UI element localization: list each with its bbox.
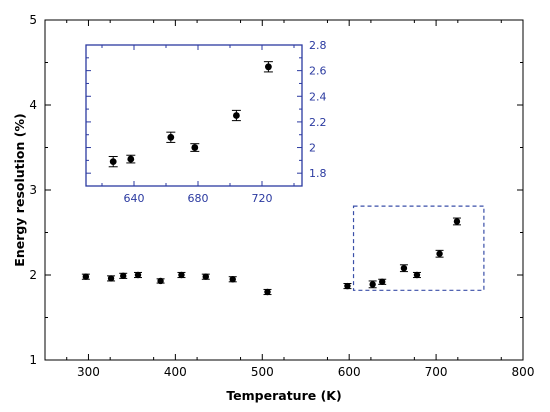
x-tick-label: 300: [77, 365, 100, 379]
data-point: [191, 144, 199, 151]
x-tick-label: 800: [512, 365, 535, 379]
x-axis-title: Temperature (K): [226, 388, 341, 403]
data-point: [413, 271, 421, 279]
y-tick-label: 3: [29, 183, 37, 197]
highlight-rectangle: [352, 205, 485, 291]
x-tick-label: 400: [164, 365, 187, 379]
data-point: [109, 158, 117, 166]
x-tick-label: 600: [338, 365, 361, 379]
data-point: [120, 272, 127, 280]
data-point: [134, 271, 142, 279]
data-point: [233, 112, 240, 119]
data-point: [265, 63, 272, 71]
inset-plot: 640 680 720 1.8 2 2.2 2.4 2.6 2.8: [85, 39, 327, 205]
data-point: [107, 275, 115, 282]
data-point: [436, 250, 443, 257]
data-point: [400, 265, 408, 272]
inset-y-tick-label: 2.2: [309, 116, 327, 129]
data-point: [178, 271, 185, 279]
inset-x-tick-label: 720: [252, 192, 273, 205]
data-point: [453, 218, 461, 225]
data-point: [379, 278, 386, 285]
data-point: [82, 273, 90, 280]
inset-y-tick-label: 2: [309, 142, 316, 155]
x-tick-label: 500: [251, 365, 274, 379]
highlight-box: [352, 205, 485, 291]
y-tick-label: 5: [29, 13, 37, 27]
inset-y-tick-label: 2.8: [309, 39, 327, 52]
main-plot: 300 400 500 600 700 800 1 2 3 4 5 Temperature (K) En…: [12, 13, 534, 403]
y-tick-label: 1: [29, 353, 37, 367]
data-point: [344, 282, 351, 290]
data-point: [127, 155, 135, 163]
inset-y-tick-label: 1.8: [309, 167, 327, 180]
inset-x-tick-label: 640: [124, 192, 145, 205]
y-tick-label: 4: [29, 98, 37, 112]
data-point: [167, 133, 175, 141]
y-tick-label: 2: [29, 268, 37, 282]
inset-y-tick-label: 2.6: [309, 65, 327, 78]
inset-x-tick-label: 680: [188, 192, 209, 205]
data-point: [229, 276, 236, 283]
y-axis-title: Energy resolution (%): [12, 113, 27, 266]
data-point: [202, 273, 209, 280]
data-point: [369, 281, 376, 288]
data-point: [264, 288, 271, 296]
inset-y-tick-label: 2.4: [309, 90, 327, 103]
x-tick-label: 700: [425, 365, 448, 379]
data-point: [157, 277, 164, 285]
